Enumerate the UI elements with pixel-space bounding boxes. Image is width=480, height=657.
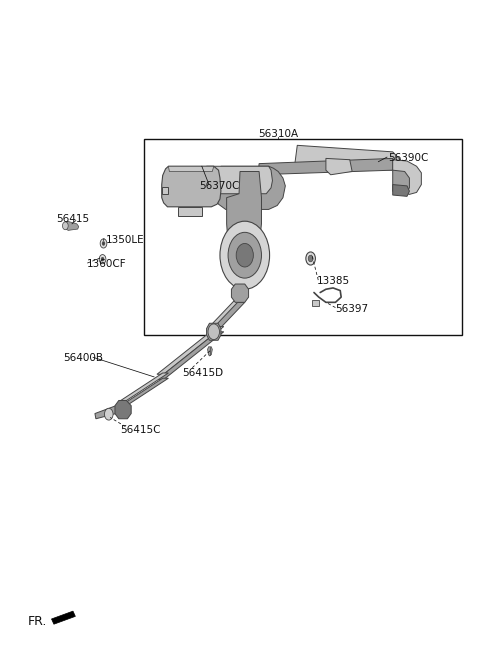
Circle shape [220, 221, 270, 289]
Polygon shape [95, 406, 117, 419]
Polygon shape [209, 302, 245, 332]
Text: 1350LE: 1350LE [106, 235, 144, 244]
Circle shape [99, 254, 106, 263]
Polygon shape [157, 327, 224, 374]
Circle shape [105, 408, 113, 420]
Polygon shape [119, 373, 168, 402]
Text: 56310A: 56310A [258, 129, 298, 139]
Polygon shape [326, 158, 352, 175]
Polygon shape [209, 297, 245, 327]
Circle shape [100, 239, 107, 248]
Polygon shape [162, 187, 168, 194]
Polygon shape [157, 332, 224, 380]
Polygon shape [201, 166, 273, 194]
Text: 56390C: 56390C [388, 153, 428, 164]
Polygon shape [231, 284, 249, 302]
Circle shape [236, 244, 253, 267]
Polygon shape [295, 145, 402, 170]
Text: 56370C: 56370C [199, 181, 240, 191]
Polygon shape [393, 170, 409, 194]
Text: FR.: FR. [28, 615, 47, 628]
Circle shape [228, 233, 262, 278]
Polygon shape [119, 378, 168, 407]
Bar [144, 139, 462, 335]
Polygon shape [178, 207, 202, 216]
Text: 56415C: 56415C [120, 425, 160, 435]
Polygon shape [207, 347, 212, 356]
Polygon shape [115, 401, 131, 419]
Polygon shape [393, 185, 409, 196]
Text: 1360CF: 1360CF [87, 260, 127, 269]
Polygon shape [258, 158, 393, 175]
Circle shape [308, 255, 313, 261]
Polygon shape [312, 300, 319, 306]
Text: 56415D: 56415D [182, 368, 223, 378]
Polygon shape [168, 166, 214, 171]
Polygon shape [206, 323, 221, 340]
Text: 56415: 56415 [56, 214, 89, 223]
Text: 56400B: 56400B [63, 353, 103, 363]
Circle shape [101, 257, 104, 261]
Text: 56397: 56397 [336, 304, 369, 314]
Polygon shape [215, 166, 285, 210]
Circle shape [208, 324, 219, 340]
Polygon shape [202, 178, 207, 185]
Text: 13385: 13385 [316, 277, 349, 286]
Polygon shape [51, 611, 75, 624]
Polygon shape [393, 160, 421, 194]
Circle shape [62, 222, 68, 230]
Polygon shape [162, 166, 221, 207]
Polygon shape [65, 221, 79, 231]
Circle shape [102, 242, 105, 246]
Polygon shape [202, 189, 207, 194]
Polygon shape [227, 171, 262, 255]
Circle shape [306, 252, 315, 265]
